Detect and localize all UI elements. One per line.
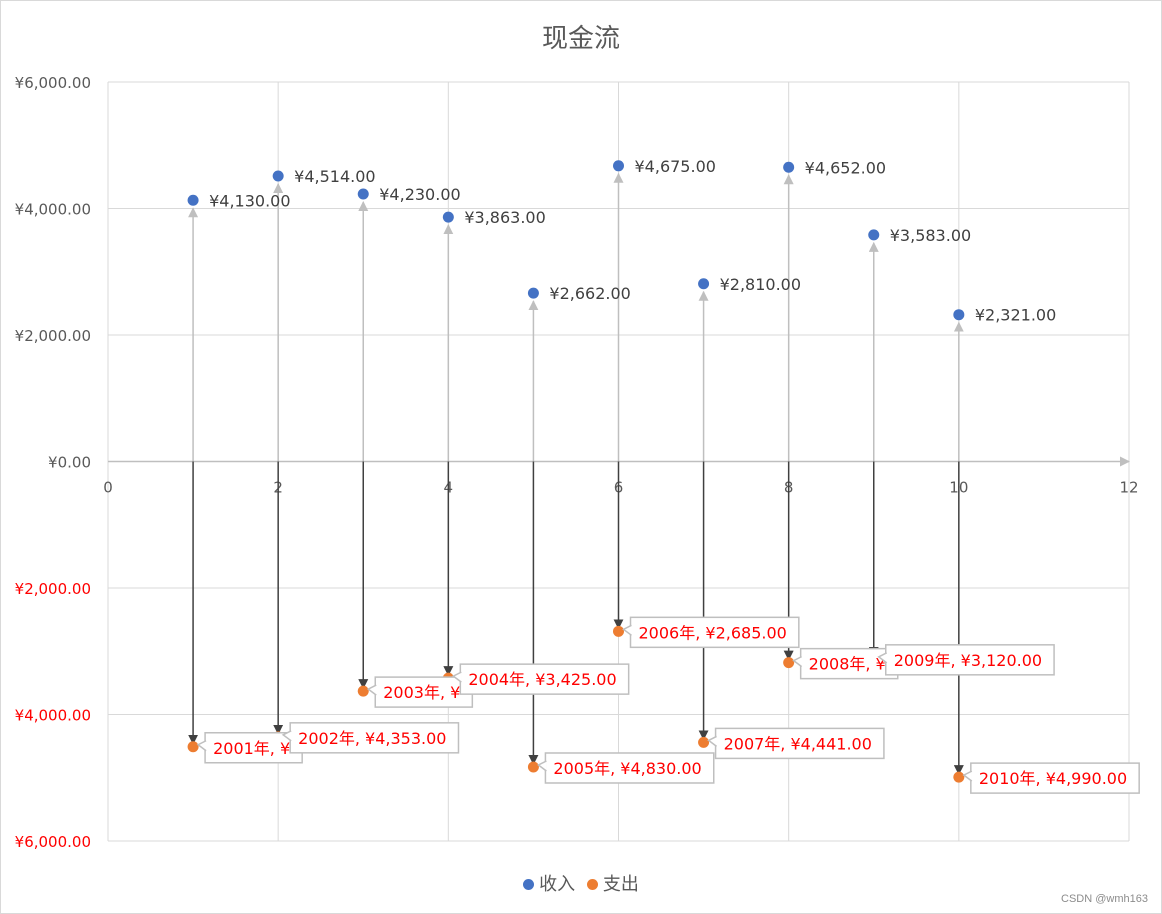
expense-callout-8: 2009年, ¥3,120.00 [877, 644, 1055, 676]
expense-data-label-8: 2009年, ¥3,120.00 [894, 651, 1042, 670]
expense-callout-pointer-1 [281, 730, 292, 742]
x-tick-label-0: 0 [103, 479, 113, 497]
y-tick-label-4: ¥2,000.00 [15, 580, 91, 598]
expense-callout-pointer-0 [196, 740, 207, 752]
income-point-0 [187, 194, 199, 206]
income-data-label-3: ¥3,863.00 [464, 208, 545, 227]
expense-data-label-6: 2007年, ¥4,441.00 [724, 734, 872, 753]
legend: 收入 支出 [0, 870, 1162, 896]
expense-callout-box-6 [714, 727, 885, 760]
expense-point-4 [527, 761, 539, 773]
expense-point-5 [613, 625, 624, 637]
expense-data-label-1: 2002年, ¥4,353.00 [298, 729, 446, 748]
income-point-2 [357, 188, 369, 200]
legend-item-expense[interactable]: 支出 [586, 870, 639, 896]
chart-title: 现金流 [541, 24, 620, 54]
y-tick-label-0: ¥6,000.00 [15, 74, 91, 92]
expense-data-label-4: 2005年, ¥4,830.00 [553, 759, 701, 778]
expense-data-label-2: 2003年, ¥ [383, 683, 460, 702]
income-data-label-7: ¥4,652.00 [805, 158, 886, 177]
expense-data-label-7: 2008年, ¥ [809, 655, 886, 674]
expense-callout-6: 2007年, ¥4,441.00 [707, 727, 885, 760]
expense-data-label-3: 2004年, ¥3,425.00 [468, 670, 616, 689]
income-data-label-4: ¥2,662.00 [549, 284, 630, 303]
income-data-label-0: ¥4,130.00 [209, 191, 290, 210]
income-point-1 [272, 170, 284, 182]
y-tick-label-6: ¥6,000.00 [15, 833, 91, 851]
expense-callout-pointer-5 [622, 624, 632, 636]
income-point-5 [613, 160, 624, 172]
expense-point-6 [698, 736, 710, 748]
expense-data-label-5: 2006年, ¥2,685.00 [639, 623, 787, 642]
expense-data-label-0: 2001年, ¥ [213, 739, 290, 758]
expense-callout-0: 2001年, ¥ [196, 732, 303, 764]
expense-callout-pointer-9 [962, 770, 973, 782]
income-point-9 [953, 309, 965, 321]
income-data-label-2: ¥4,230.00 [379, 185, 460, 204]
income-point-6 [698, 278, 710, 290]
watermark: CSDN @wmh163 [1061, 893, 1148, 905]
expense-callout-pointer-6 [707, 735, 718, 747]
income-point-3 [442, 211, 454, 223]
expense-callout-pointer-7 [792, 655, 803, 668]
expense-data-label-9: 2010年, ¥4,990.00 [979, 769, 1127, 788]
income-data-label-8: ¥3,583.00 [890, 226, 971, 245]
expense-callout-pointer-4 [536, 760, 547, 772]
y-tick-label-1: ¥4,000.00 [15, 201, 91, 219]
expense-point-2 [357, 685, 369, 697]
expense-point-0 [187, 741, 199, 753]
income-data-label-1: ¥4,514.00 [294, 167, 375, 186]
x-tick-label-6: 12 [1119, 479, 1138, 497]
income-point-7 [783, 161, 795, 173]
legend-expense-marker [586, 879, 598, 890]
legend-item-income[interactable]: 收入 [523, 870, 575, 896]
expense-callout-pointer-8 [877, 652, 888, 664]
expense-point-9 [953, 771, 965, 783]
expense-callout-9: 2010年, ¥4,990.00 [962, 762, 1140, 794]
expense-callout-7: 2008年, ¥ [792, 647, 899, 680]
y-tick-label-3: ¥0.00 [48, 454, 91, 472]
y-tick-label-2: ¥2,000.00 [15, 327, 91, 345]
expense-callout-3: 2004年, ¥3,425.00 [451, 663, 630, 695]
income-data-label-6: ¥2,810.00 [720, 275, 801, 294]
legend-income-marker [523, 879, 535, 890]
legend-expense-label: 支出 [602, 874, 639, 895]
expense-callout-2: 2003年, ¥ [366, 676, 474, 708]
expense-callout-5: 2006年, ¥2,685.00 [622, 616, 800, 649]
expense-callout-box-5 [629, 616, 800, 649]
income-point-4 [527, 287, 539, 299]
expense-point-7 [783, 657, 795, 669]
y-tick-label-5: ¥4,000.00 [15, 707, 91, 725]
expense-callout-pointer-3 [451, 671, 462, 683]
expense-callout-1: 2002年, ¥4,353.00 [281, 722, 460, 754]
legend-income-label: 收入 [539, 874, 576, 895]
income-data-label-5: ¥4,675.00 [635, 157, 716, 176]
income-data-label-9: ¥2,321.00 [975, 306, 1056, 325]
income-point-8 [868, 229, 880, 241]
expense-callout-pointer-2 [366, 684, 377, 696]
expense-callout-4: 2005年, ¥4,830.00 [536, 752, 715, 784]
